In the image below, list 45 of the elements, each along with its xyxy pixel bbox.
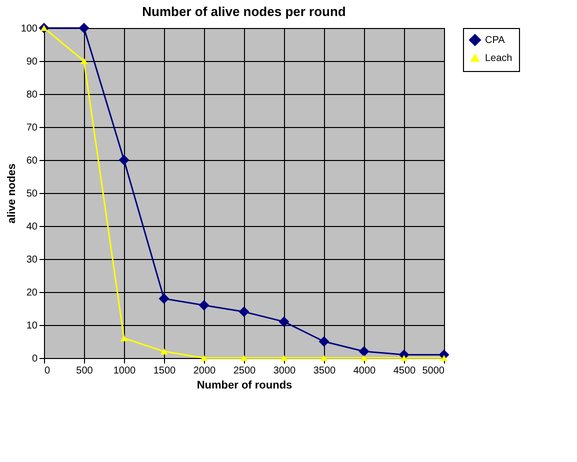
y-tick-label: 70 xyxy=(26,122,38,134)
point xyxy=(78,22,90,34)
x-tick-label: 5000 xyxy=(422,366,445,376)
legend-label: Leach xyxy=(485,53,512,64)
x-tick-label: 2500 xyxy=(233,366,256,376)
point xyxy=(118,154,130,166)
point xyxy=(318,336,330,347)
chart-title: Number of alive nodes per round xyxy=(142,4,346,19)
x-tick-label: 1000 xyxy=(113,366,136,376)
y-tick-label: 50 xyxy=(26,188,38,200)
y-tick-label: 100 xyxy=(20,24,38,34)
y-tick-label: 10 xyxy=(26,320,38,332)
point xyxy=(358,346,370,357)
point xyxy=(80,58,88,64)
x-tick-label: 500 xyxy=(76,366,94,376)
x-tick-label: 4500 xyxy=(393,366,416,376)
point xyxy=(160,348,168,354)
x-tick-label: 2000 xyxy=(193,366,216,376)
y-axis-title: alive nodes xyxy=(6,164,18,224)
x-tick-label: 3500 xyxy=(313,366,336,376)
y-tick-label: 80 xyxy=(26,90,38,100)
point xyxy=(280,354,288,362)
point xyxy=(360,354,368,362)
point xyxy=(200,354,208,362)
point xyxy=(158,293,170,304)
point xyxy=(240,354,248,362)
y-tick-label: 0 xyxy=(32,354,38,364)
x-tick-label: 4000 xyxy=(353,366,376,376)
y-tick-label: 20 xyxy=(26,288,38,298)
point xyxy=(120,335,128,342)
x-tick-label: 3000 xyxy=(273,366,296,376)
point xyxy=(198,300,210,310)
point xyxy=(238,306,250,318)
point xyxy=(440,354,448,362)
x-tick-label: 1500 xyxy=(153,366,176,376)
x-axis-title: Number of rounds xyxy=(196,380,292,392)
y-tick-label: 30 xyxy=(26,254,38,266)
point xyxy=(278,316,290,327)
y-tick-label: 60 xyxy=(26,156,38,166)
y-tick-label: 40 xyxy=(26,222,38,232)
legend-label: CPA xyxy=(485,35,506,46)
y-tick-label: 90 xyxy=(26,56,38,68)
x-tick-label: 0 xyxy=(44,366,50,376)
point xyxy=(320,354,328,362)
point xyxy=(400,354,408,362)
